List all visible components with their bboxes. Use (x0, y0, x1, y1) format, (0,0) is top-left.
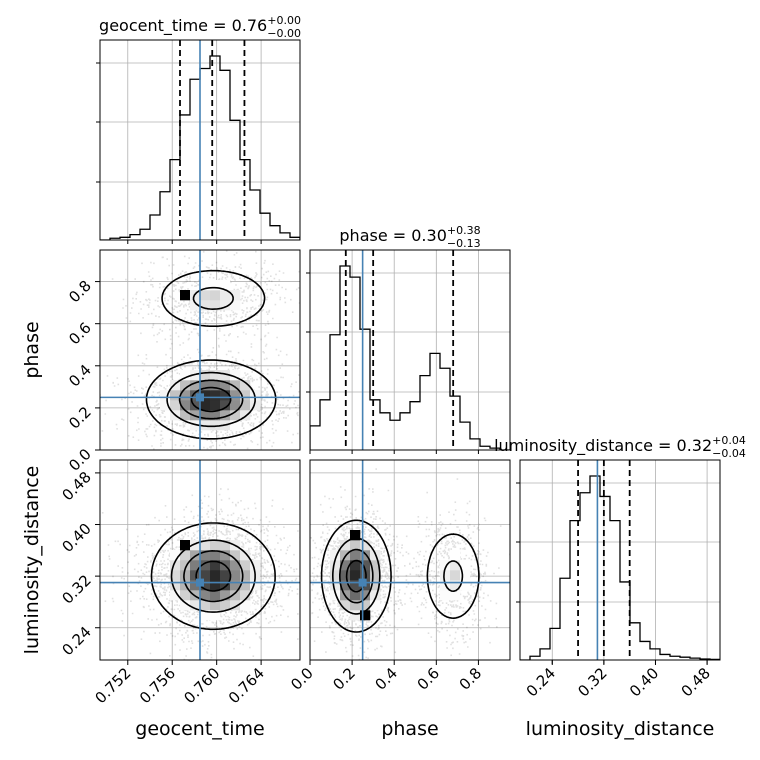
y-axis-label-luminosity_distance: luminosity_distance (21, 466, 43, 655)
contour-phase-luminosity_distance-1 (332, 537, 464, 615)
x-axis-label-luminosity_distance: luminosity_distance (526, 718, 715, 740)
panel-frame-joint-phase-luminosity_distance (309, 459, 511, 661)
histogram-phase (310, 265, 510, 450)
panel-title-phase: phase = 0.30+0.38 −0.13 (339, 224, 480, 250)
x-axis-label-geocent_time: geocent_time (135, 718, 264, 740)
xtick-label-luminosity_distance-3: 0.48 (678, 664, 714, 700)
panel-frame-hist-geocent_time (99, 39, 301, 241)
density-shading-phase-luminosity_distance (330, 530, 471, 621)
x-axis-label-phase: phase (381, 718, 438, 740)
panel-frame-hist-luminosity_distance (519, 459, 721, 661)
contour-geocent_time-phase-2 (178, 379, 244, 420)
panel-joint-geocent_time-luminosity_distance (99, 459, 301, 661)
panel-hist-luminosity_distance: luminosity_distance = 0.32+0.04 −0.04 (494, 434, 746, 664)
xtick-label-phase-3: 0.6 (414, 664, 444, 694)
ytick-label-phase-1: 0.2 (65, 403, 95, 433)
panel-frame-joint-geocent_time-phase (99, 249, 301, 451)
title-lower-error-phase: −0.13 (447, 237, 481, 250)
panel-hist-geocent_time: geocent_time = 0.76+0.00 −0.00 (96, 14, 301, 244)
ytick-label-luminosity_distance-1: 0.32 (58, 571, 94, 607)
xtick-label-luminosity_distance-0: 0.24 (523, 664, 559, 700)
title-value-luminosity_distance: luminosity_distance = 0.32 (494, 436, 712, 456)
truth-marker-geocent_time-phase (196, 393, 204, 402)
title-value-phase: phase = 0.30 (339, 226, 446, 245)
title-value-geocent_time: geocent_time = 0.76 (99, 16, 267, 36)
joint-content-geocent_time-luminosity_distance (101, 488, 300, 660)
xtick-label-luminosity_distance-2: 0.40 (626, 664, 662, 700)
panel-joint-geocent_time-phase (99, 249, 301, 451)
panel-title-luminosity_distance: luminosity_distance = 0.32+0.04 −0.04 (494, 434, 746, 460)
contour-geocent_time-phase-0 (145, 269, 277, 440)
xtick-label-geocent_time-1: 0.756 (136, 664, 179, 707)
title-lower-error-luminosity_distance: −0.04 (712, 447, 746, 460)
contour-geocent_time-luminosity_distance-0 (150, 522, 276, 631)
xtick-label-phase-0: 0.0 (287, 664, 317, 694)
title-upper-error-geocent_time: +0.00 (267, 14, 301, 27)
xtick-label-phase-2: 0.4 (371, 664, 401, 694)
ytick-label-phase-2: 0.4 (65, 361, 95, 391)
joint-content-geocent_time-phase (100, 250, 300, 450)
histogram-luminosity_distance (520, 475, 720, 660)
xtick-label-phase-4: 0.8 (456, 664, 486, 694)
xtick-label-geocent_time-2: 0.760 (180, 664, 223, 707)
title-upper-error-luminosity_distance: +0.04 (712, 434, 746, 447)
title-upper-error-phase: +0.38 (447, 224, 481, 237)
ytick-label-luminosity_distance-2: 0.40 (58, 520, 94, 556)
sample-points-geocent_time-phase (100, 250, 300, 450)
joint-content-phase-luminosity_distance (310, 468, 510, 660)
ytick-label-luminosity_distance-0: 0.24 (58, 623, 94, 659)
xtick-label-geocent_time-0: 0.752 (92, 664, 135, 707)
xtick-label-geocent_time-3: 0.764 (225, 664, 268, 707)
panel-title-geocent_time: geocent_time = 0.76+0.00 −0.00 (99, 14, 301, 40)
title-lower-error-geocent_time: −0.00 (267, 27, 301, 40)
xtick-label-luminosity_distance-1: 0.32 (574, 664, 610, 700)
panel-joint-phase-luminosity_distance (309, 459, 511, 661)
ytick-label-phase-3: 0.6 (65, 319, 95, 349)
xtick-label-phase-1: 0.2 (329, 664, 359, 694)
truth-marker-phase-luminosity_distance (358, 578, 367, 587)
ytick-label-luminosity_distance-3: 0.48 (58, 468, 94, 504)
panel-frame-joint-geocent_time-luminosity_distance (99, 459, 301, 661)
truth-marker-geocent_time-luminosity_distance (196, 578, 204, 587)
panel-frame-hist-phase (309, 249, 511, 451)
panel-hist-phase: phase = 0.30+0.38 −0.13 (306, 224, 511, 454)
ytick-label-phase-4: 0.8 (65, 277, 95, 307)
y-axis-label-phase: phase (21, 321, 43, 378)
